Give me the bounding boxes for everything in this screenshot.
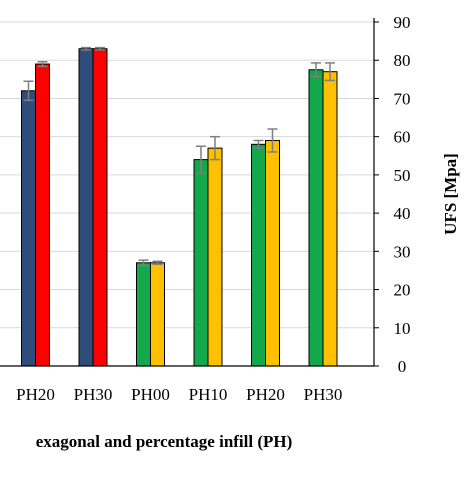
y-tick-label: 70 [394, 89, 411, 108]
x-axis-title: exagonal and percentage infill (PH) [36, 432, 293, 451]
x-tick-label: PH30 [304, 385, 343, 404]
y-tick-label: 0 [398, 357, 407, 376]
y-tick-label: 90 [394, 13, 411, 32]
bar [21, 90, 36, 367]
bar [193, 159, 209, 367]
bar [92, 48, 108, 367]
y-tick-label: 80 [394, 51, 411, 70]
gridlines [0, 21, 374, 329]
bar [322, 71, 338, 367]
bar [265, 139, 280, 367]
x-tick-label: PH00 [131, 385, 170, 404]
y-tick-label: 10 [394, 319, 411, 338]
axes [0, 18, 379, 367]
bar [251, 143, 266, 367]
bar [150, 262, 165, 367]
y-tick-label: 40 [394, 204, 411, 223]
bar [308, 69, 324, 367]
bar [35, 63, 50, 367]
bar [136, 262, 151, 367]
bar [207, 147, 223, 367]
bar [78, 48, 94, 367]
x-tick-label: PH20 [16, 385, 55, 404]
y-axis-title: UFS [Mpa] [441, 153, 460, 235]
x-tick-label: PH30 [74, 385, 113, 404]
x-tick-label: PH20 [246, 385, 285, 404]
x-tick-label: PH10 [189, 385, 228, 404]
y-tick-label: 60 [394, 128, 411, 147]
y-tick-label: 50 [394, 166, 411, 185]
labels: 0 10 20 30 40 50 60 70 80 90 PH20 PH30 PH00 PH10 PH20 P… [16, 13, 460, 451]
y-tick-label: 20 [394, 281, 411, 300]
bars [21, 46, 338, 367]
y-tick-label: 30 [394, 242, 411, 261]
